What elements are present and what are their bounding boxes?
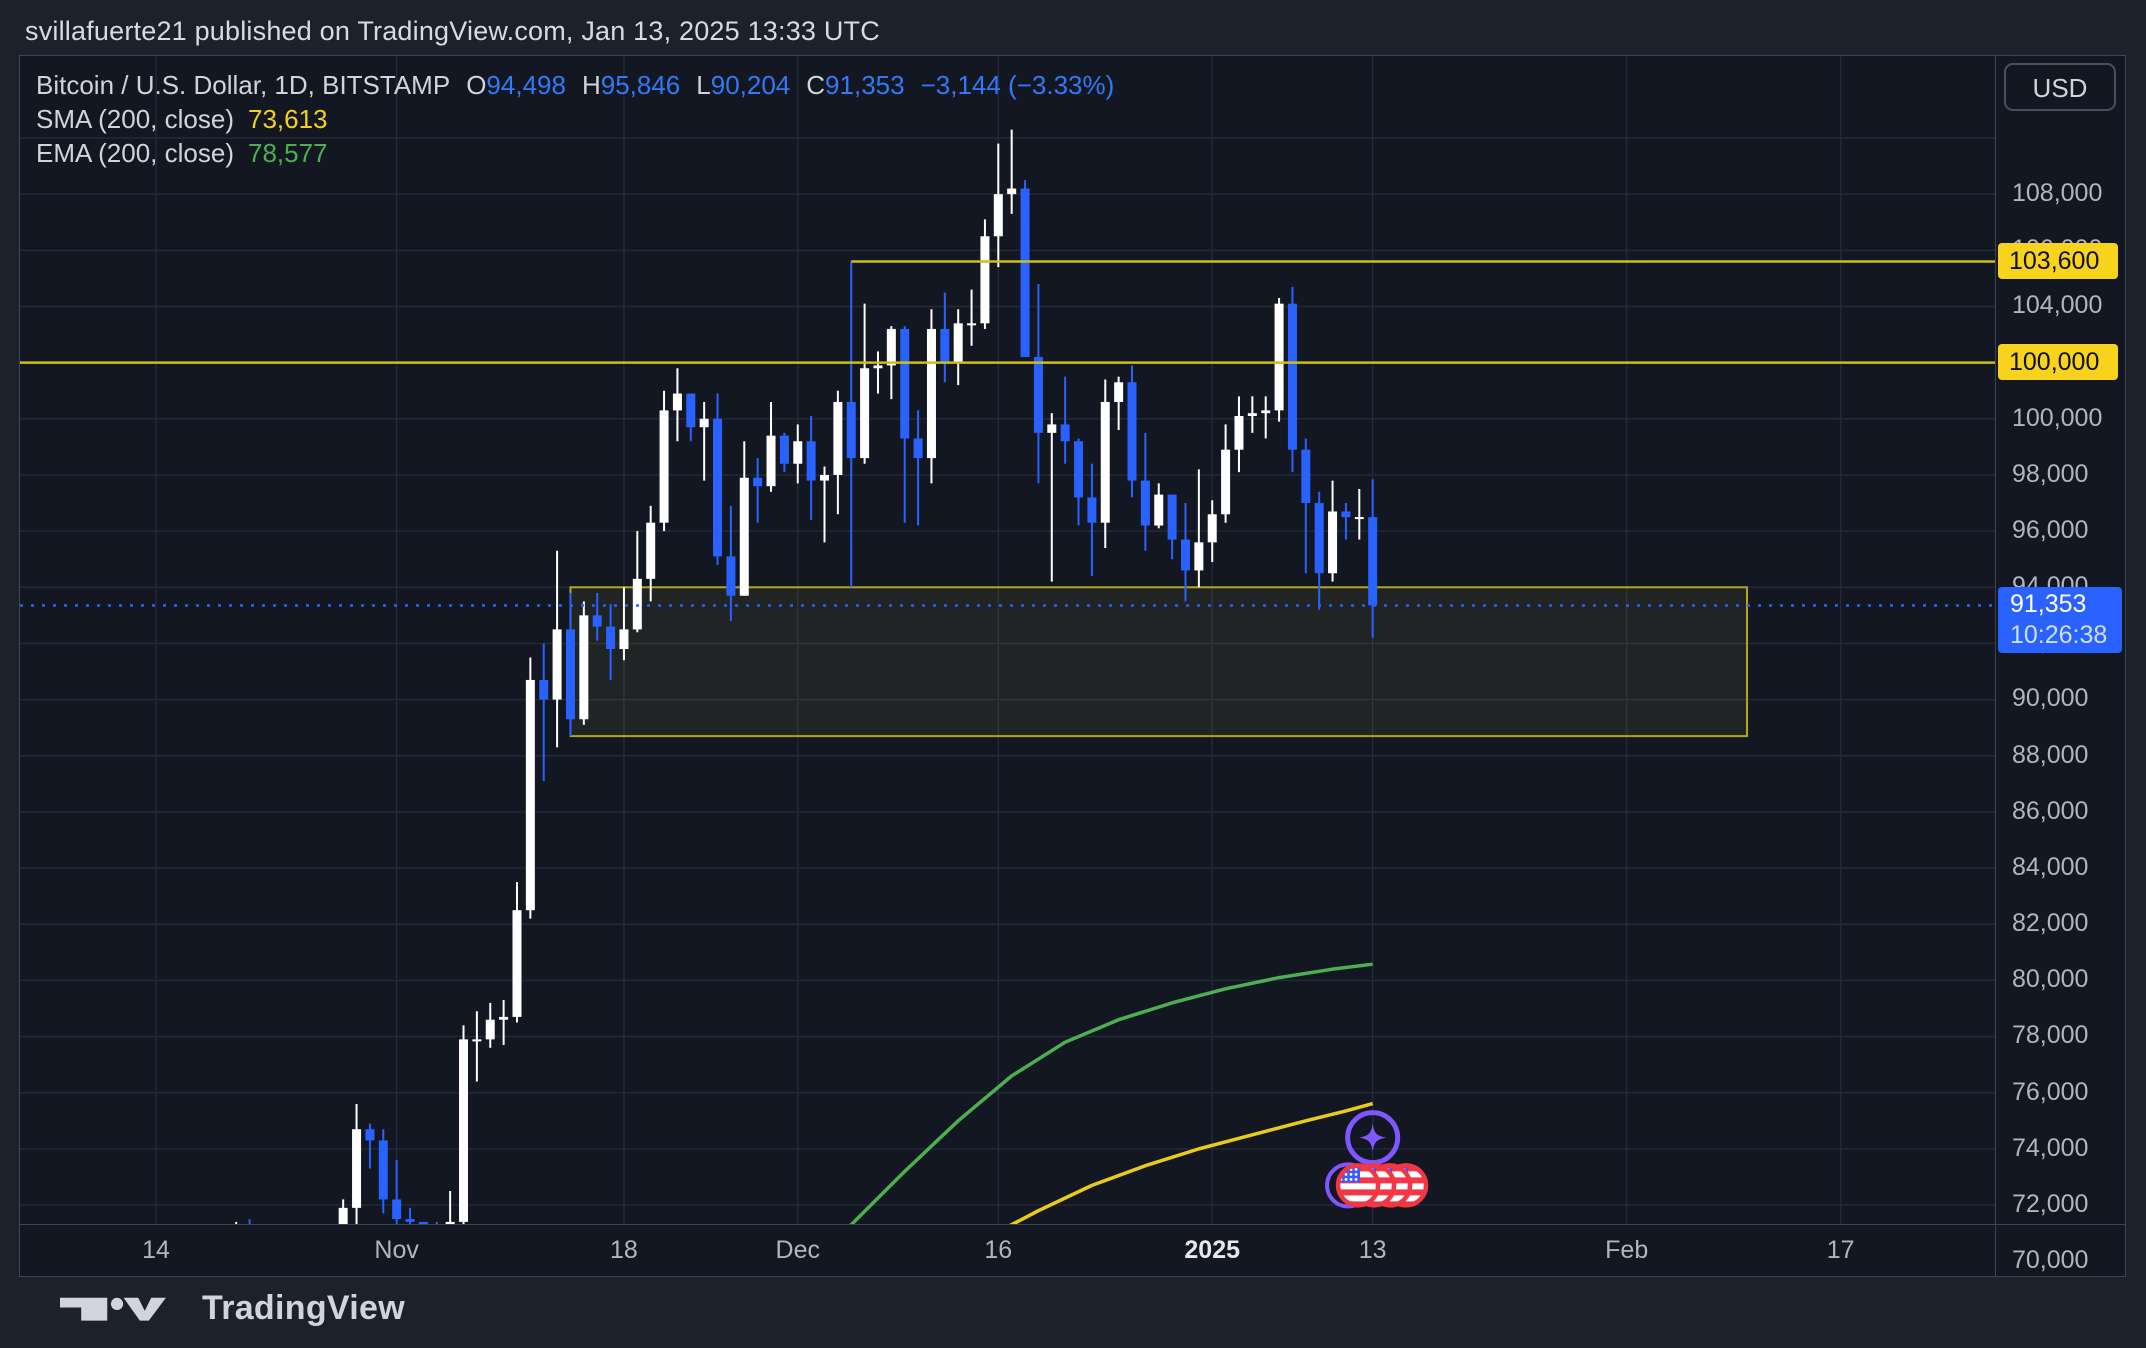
tradingview-wordmark[interactable]: TradingView — [202, 1289, 405, 1327]
bar-countdown: 10:26:38 — [2010, 621, 2108, 650]
symbol-title[interactable]: Bitcoin / U.S. Dollar, 1D, BITSTAMP — [36, 70, 451, 100]
time-tick-Nov: Nov — [374, 1236, 419, 1264]
high-value: 95,846 — [600, 70, 681, 100]
price-tick-80000: 80,000 — [2012, 965, 2089, 994]
price-tick-98000: 98,000 — [2012, 459, 2089, 488]
time-tick-17: 17 — [1826, 1236, 1855, 1264]
price-tick-88000: 88,000 — [2012, 740, 2089, 769]
currency-toggle-button[interactable]: USD — [2004, 63, 2116, 111]
time-tick-Feb: Feb — [1605, 1236, 1649, 1264]
price-tick-104000: 104,000 — [2012, 291, 2103, 320]
footer-bar: TradingView — [0, 1277, 2146, 1348]
price-tick-108000: 108,000 — [2012, 179, 2103, 207]
low-value: 90,204 — [710, 70, 791, 100]
time-tick-2025: 2025 — [1184, 1236, 1241, 1264]
price-scale[interactable]: USD 108,000106,000104,000102,000100,0009… — [1996, 55, 2126, 1277]
price-tick-100000: 100,000 — [2012, 403, 2103, 432]
price-tick-84000: 84,000 — [2012, 852, 2089, 881]
sma-value: 73,613 — [247, 104, 328, 134]
ema-indicator-row[interactable]: EMA (200, close) 78,577 — [36, 136, 1114, 170]
price-tick-86000: 86,000 — [2012, 796, 2089, 825]
publish-info: svillafuerte21 published on TradingView.… — [25, 16, 880, 46]
sma-label: SMA (200, close) — [36, 104, 234, 134]
price-tick-72000: 72,000 — [2012, 1189, 2089, 1218]
price-tick-74000: 74,000 — [2012, 1133, 2089, 1162]
close-label: C — [806, 70, 826, 100]
change-value: −3,144 (−3.33%) — [920, 70, 1115, 100]
chart-legend: Bitcoin / U.S. Dollar, 1D, BITSTAMP O94,4… — [36, 68, 1114, 170]
time-tick-16: 16 — [984, 1236, 1013, 1264]
price-tick-82000: 82,000 — [2012, 909, 2089, 938]
current-price-flag: 91,353 10:26:38 — [1998, 587, 2122, 654]
time-axis-separator — [19, 1224, 2126, 1225]
time-tick-18: 18 — [610, 1236, 638, 1264]
open-label: O — [466, 70, 487, 100]
price-tick-76000: 76,000 — [2012, 1077, 2089, 1106]
current-price-value: 91,353 — [2010, 590, 2087, 619]
open-value: 94,498 — [486, 70, 566, 100]
price-tick-70000: 70,000 — [2012, 1246, 2089, 1275]
price-flag-100000: 100,000 — [1998, 343, 2118, 380]
time-tick-Dec: Dec — [775, 1236, 820, 1264]
ema-label: EMA (200, close) — [36, 138, 234, 168]
price-tick-90000: 90,000 — [2012, 684, 2089, 713]
price-flag-103600: 103,600 — [1998, 242, 2118, 279]
time-tick-13: 13 — [1358, 1236, 1387, 1264]
sma-indicator-row[interactable]: SMA (200, close) 73,613 — [36, 102, 1114, 136]
price-tick-96000: 96,000 — [2012, 515, 2089, 544]
price-tick-78000: 78,000 — [2012, 1021, 2089, 1050]
high-label: H — [581, 70, 601, 100]
chart-widget — [19, 55, 2126, 1277]
tradingview-logo-icon[interactable] — [60, 1295, 170, 1325]
ema-value: 78,577 — [247, 138, 328, 168]
time-tick-14: 14 — [142, 1236, 170, 1264]
symbol-row[interactable]: Bitcoin / U.S. Dollar, 1D, BITSTAMP O94,4… — [36, 68, 1114, 102]
time-scale[interactable]: 14 Nov 18 Dec 16 2025 13 Feb 17 — [19, 1225, 1995, 1277]
close-value: 91,353 — [825, 70, 905, 100]
price-axis-separator — [1995, 55, 1996, 1277]
low-label: L — [696, 70, 711, 100]
